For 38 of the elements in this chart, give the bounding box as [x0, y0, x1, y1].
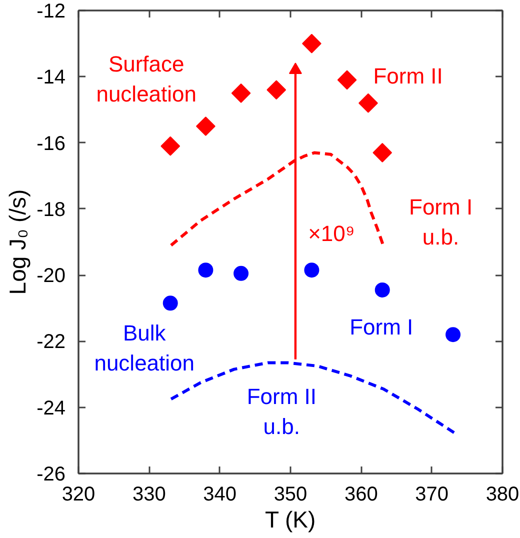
- y-tick-label: -18: [36, 198, 66, 221]
- point: [160, 136, 180, 156]
- x-tick-label: 380: [486, 484, 520, 506]
- point: [196, 116, 216, 136]
- y-tick-label: -22: [36, 331, 66, 354]
- y-axis-title: Log J₀ (/s): [4, 189, 31, 295]
- point: [446, 327, 461, 342]
- point: [234, 266, 249, 281]
- point: [162, 296, 178, 311]
- series-label: Form I u.b.: [409, 194, 473, 250]
- y-tick-label: -20: [36, 265, 66, 288]
- annotation: Bulk nucleation: [94, 320, 195, 376]
- x-tick-label: 360: [344, 484, 378, 506]
- x-tick-label: 370: [415, 484, 449, 506]
- point: [358, 93, 378, 113]
- point: [198, 262, 214, 278]
- point: [302, 34, 322, 54]
- y-tick-label: -26: [36, 464, 66, 486]
- series-label: Form II: [373, 63, 443, 88]
- x-tick-label: 330: [132, 484, 166, 506]
- y-tick-label: -14: [36, 66, 66, 89]
- x-axis-title: T (K): [264, 506, 316, 532]
- y-tick-label: -16: [36, 132, 66, 155]
- point: [231, 83, 251, 103]
- series-label: Form II u.b.: [246, 384, 317, 440]
- point: [304, 262, 320, 278]
- x-tick-label: 350: [274, 484, 308, 506]
- point: [266, 80, 286, 100]
- point: [374, 282, 390, 298]
- point: [337, 70, 357, 90]
- y-tick-label: -24: [36, 397, 66, 420]
- series-label: Form I: [350, 314, 414, 340]
- x-tick-label: 320: [62, 484, 96, 506]
- x-tick-label: 340: [203, 484, 237, 506]
- point: [372, 143, 392, 162]
- annotation: Surface nucleation: [96, 52, 197, 107]
- series-label: ×10⁹: [308, 220, 355, 246]
- y-tick-label: -12: [36, 0, 66, 22]
